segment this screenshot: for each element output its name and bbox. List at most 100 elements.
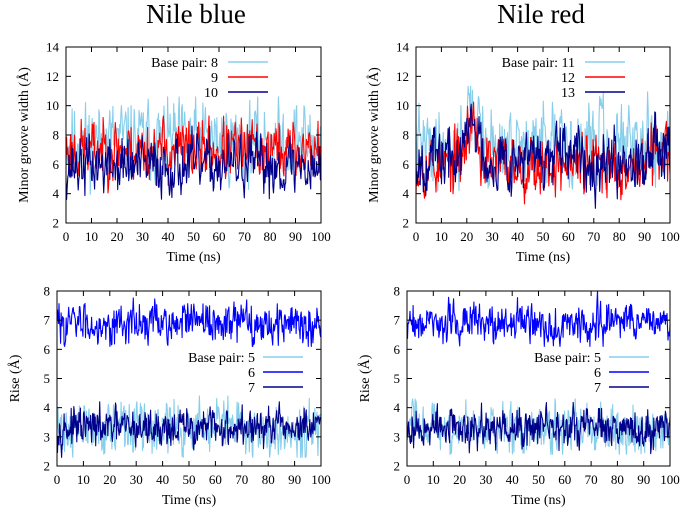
y-tick-label: 4: [403, 186, 410, 201]
series-line-13: [415, 103, 671, 209]
legend-label-5: Base pair: 5: [534, 351, 601, 366]
x-tick-label: 50: [183, 472, 196, 487]
y-tick-label: 4: [44, 400, 51, 415]
x-tick-label: 70: [585, 472, 598, 487]
title-nile-blue: Nile blue: [146, 0, 246, 29]
x-tick-label: 60: [562, 229, 575, 244]
x-tick-label: 60: [213, 229, 226, 244]
x-tick-label: 10: [77, 472, 90, 487]
y-tick-label: 12: [46, 69, 59, 84]
x-tick-label: 40: [506, 472, 519, 487]
x-axis-label: Time (ns): [162, 493, 217, 508]
y-tick-label: 14: [396, 40, 410, 55]
series-line-10: [65, 125, 322, 201]
y-tick-label: 12: [396, 69, 409, 84]
x-axis-label: Time (ns): [516, 250, 571, 265]
title-nile-red: Nile red: [497, 0, 585, 29]
y-tick-label: 6: [403, 157, 410, 172]
legend-label-9: 9: [211, 71, 218, 86]
x-tick-label: 20: [103, 472, 116, 487]
legend-label-6: 6: [248, 366, 255, 381]
series-line-6: [56, 297, 322, 347]
y-tick-label: 5: [394, 371, 401, 386]
x-tick-label: 20: [460, 229, 473, 244]
x-tick-label: 70: [235, 472, 248, 487]
x-tick-label: 60: [209, 472, 222, 487]
x-tick-label: 70: [238, 229, 251, 244]
series-line-5: [56, 395, 322, 458]
x-axis-label: Time (ns): [166, 250, 221, 265]
x-tick-label: 100: [311, 472, 331, 487]
x-tick-label: 0: [63, 229, 70, 244]
chart-groove-nile-red: 0 10 20 30 40 50 60 70 80 90 100 2 4 6 8 10 12 14 Time (ns…: [366, 40, 680, 266]
series-lines: [65, 96, 322, 201]
y-tick-label: 3: [44, 429, 51, 444]
x-tick-label: 50: [537, 229, 550, 244]
x-tick-label: 30: [130, 472, 143, 487]
chart-groove-nile-blue: 0 10 20 30 40 50 60 70 80 90 100 2 4 6 8 10 12 14 Time (ns…: [16, 40, 331, 266]
y-tick-label: 6: [44, 342, 51, 357]
y-axis-label: Minor groove width (Å): [366, 67, 382, 203]
y-tick-label: 4: [53, 186, 60, 201]
x-tick-label: 30: [136, 229, 149, 244]
series-line-7: [406, 401, 671, 455]
y-tick-label: 8: [394, 284, 401, 299]
y-tick-label: 2: [44, 459, 51, 474]
x-tick-label: 90: [289, 229, 302, 244]
legend-label-13: 13: [561, 86, 575, 101]
x-tick-label: 20: [111, 229, 124, 244]
y-tick-label: 2: [403, 216, 410, 231]
x-tick-label: 0: [413, 229, 420, 244]
legend-label-11: Base pair: 11: [502, 56, 575, 71]
series-lines: [406, 290, 671, 455]
x-tick-label: 30: [486, 229, 499, 244]
x-tick-label: 90: [288, 472, 301, 487]
x-tick-label: 40: [511, 229, 524, 244]
legend-label-7: 7: [248, 381, 255, 396]
series-line-7: [56, 401, 322, 458]
y-tick-label: 8: [53, 128, 60, 143]
y-axis-label: Rise (Å): [357, 354, 373, 402]
y-tick-label: 8: [403, 128, 410, 143]
y-tick-label: 10: [46, 98, 59, 113]
x-tick-label: 90: [637, 472, 650, 487]
x-tick-label: 0: [404, 472, 411, 487]
x-tick-label: 100: [311, 229, 331, 244]
y-tick-label: 7: [44, 313, 51, 328]
x-axis-label: Time (ns): [511, 493, 566, 508]
legend-label-8: Base pair: 8: [151, 56, 218, 71]
x-tick-label: 10: [85, 229, 98, 244]
y-tick-label: 6: [53, 157, 60, 172]
x-tick-label: 90: [638, 229, 651, 244]
y-tick-label: 10: [396, 98, 409, 113]
y-axis-label: Minor groove width (Å): [16, 67, 32, 203]
x-tick-label: 30: [479, 472, 492, 487]
x-tick-label: 50: [187, 229, 200, 244]
y-tick-label: 14: [46, 40, 60, 55]
x-tick-label: 80: [262, 472, 275, 487]
legend-label-7: 7: [594, 381, 601, 396]
x-tick-label: 80: [613, 229, 626, 244]
y-tick-label: 6: [394, 342, 401, 357]
y-tick-label: 3: [394, 429, 401, 444]
x-tick-label: 60: [558, 472, 571, 487]
legend-label-5: Base pair: 5: [188, 351, 255, 366]
series-lines: [56, 297, 322, 458]
y-axis-label: Rise (Å): [7, 354, 23, 402]
x-tick-label: 40: [162, 229, 175, 244]
legend-label-10: 10: [204, 86, 218, 101]
x-tick-label: 100: [660, 229, 680, 244]
x-tick-label: 80: [611, 472, 624, 487]
x-tick-label: 80: [264, 229, 277, 244]
y-tick-label: 2: [53, 216, 60, 231]
legend-label-12: 12: [561, 71, 575, 86]
y-tick-label: 2: [394, 459, 401, 474]
x-tick-label: 10: [435, 229, 448, 244]
series-line-6: [406, 290, 671, 347]
x-tick-label: 0: [54, 472, 61, 487]
